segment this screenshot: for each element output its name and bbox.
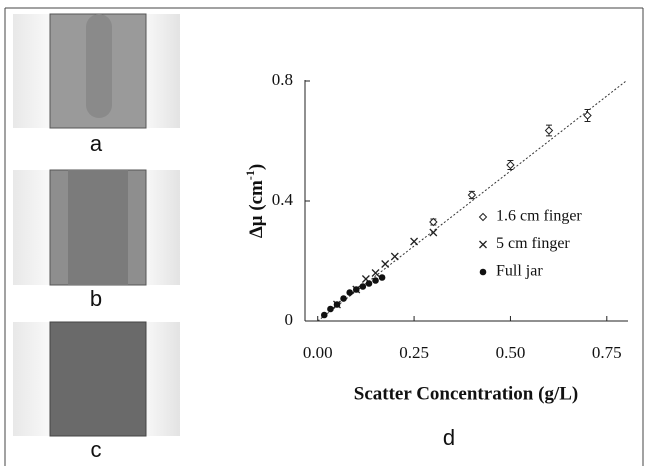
point [365,280,373,287]
point [544,126,554,135]
y-axis-title-end: ) [246,164,267,170]
point [346,289,354,296]
point [429,228,438,237]
x-tick-label: 0.00 [303,343,333,362]
image-c [13,321,180,437]
legend-label: 1.6 cm finger [496,208,582,225]
panel-label: c [91,437,102,462]
point [333,301,341,308]
point [467,190,477,200]
y-axis-title: Δμ (cm-1) [243,164,268,238]
panel-label: b [90,286,102,311]
point [390,252,399,261]
y-tick-label: 0 [285,310,294,329]
x-axis-title: Scatter Concentration (g/L) [354,383,578,404]
legend-label: Full jar [496,263,543,280]
y-axis-title-sup: -1 [243,170,257,180]
legend-marker [479,268,487,276]
point [320,311,328,319]
point [410,237,419,246]
image-a [13,13,180,129]
legend-label: 5 cm finger [496,235,570,252]
point [378,274,386,281]
point [359,283,367,290]
x-tick-label: 0.25 [399,343,429,362]
point [381,260,390,268]
point [429,217,438,227]
x-tick-label: 0.50 [496,343,526,362]
legend-marker [479,240,487,249]
y-tick-label: 0.8 [272,70,293,89]
panel-label: a [90,131,103,156]
image-b [13,169,180,286]
point [352,286,360,293]
point [327,305,334,313]
point [583,111,592,120]
x-tick-label: 0.75 [592,343,622,362]
panel-label: d [443,425,455,450]
point [372,277,379,284]
y-axis-title-text: Δμ (cm [246,180,267,238]
point [371,269,380,277]
point [506,160,515,170]
legend-marker [478,212,488,222]
point [340,295,347,302]
y-tick-label: 0.4 [272,190,294,209]
